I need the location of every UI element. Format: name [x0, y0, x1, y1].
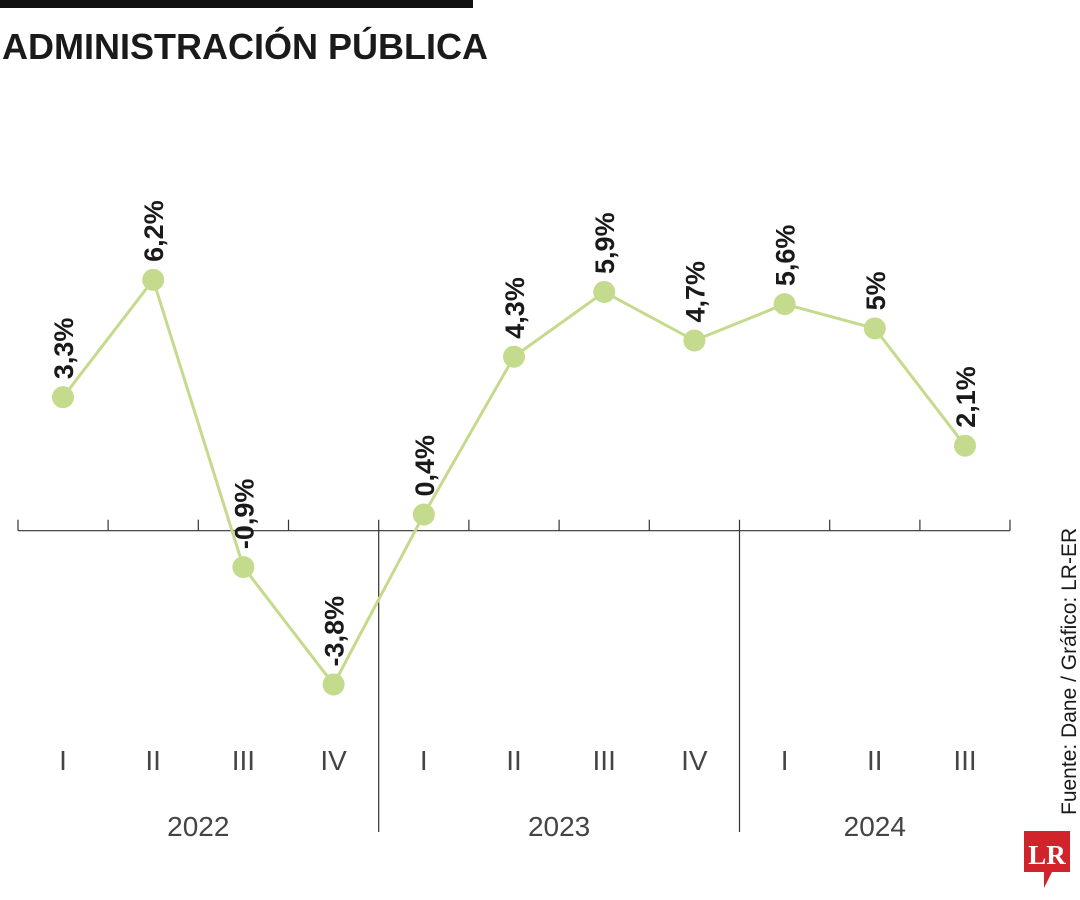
data-label: 4,3% [500, 277, 530, 339]
x-tick-label: IV [320, 745, 347, 776]
data-label: 5% [861, 271, 891, 310]
data-point [412, 503, 435, 526]
x-tick-label: IV [681, 745, 708, 776]
x-tick-label: II [506, 745, 522, 776]
data-point [322, 673, 345, 696]
x-tick-label: I [420, 745, 428, 776]
data-point [863, 317, 886, 340]
data-label: 5,6% [771, 225, 801, 287]
data-point [773, 293, 796, 316]
data-label: 0,4% [410, 435, 440, 497]
series-line [61, 276, 967, 688]
title-bar [0, 0, 473, 8]
x-tick-label: III [232, 745, 255, 776]
logo-text: LR [1028, 840, 1066, 870]
data-point [52, 386, 74, 409]
data-point [593, 280, 616, 303]
x-tick-label: I [781, 745, 789, 776]
data-label: 2,1% [951, 366, 981, 428]
group-label: 2024 [844, 811, 906, 842]
logo: LR [1024, 831, 1070, 888]
group-label: 2023 [528, 811, 590, 842]
data-point [954, 434, 976, 457]
data-label: 3,3% [49, 318, 79, 380]
x-tick-label: II [145, 745, 161, 776]
data-label: -0,9% [229, 479, 259, 550]
logo-badge [1024, 831, 1070, 888]
group-label: 2022 [167, 811, 229, 842]
x-tick-label: II [867, 745, 883, 776]
data-label: 4,7% [680, 261, 710, 323]
x-tick-label: III [593, 745, 616, 776]
x-tick-label: I [59, 745, 67, 776]
data-label: 6,2% [139, 200, 169, 262]
source: Fuente: Dane / Gráfico: LR-ER [1058, 528, 1080, 815]
data-point [683, 329, 706, 352]
data-label: 5,9% [590, 212, 620, 274]
data-point [232, 556, 255, 579]
data-label: -3,8% [320, 596, 350, 667]
data-point [142, 268, 165, 291]
chart-title: ADMINISTRACIÓN PÚBLICA [2, 25, 488, 67]
x-tick-label: III [953, 745, 976, 776]
data-point [503, 345, 525, 368]
